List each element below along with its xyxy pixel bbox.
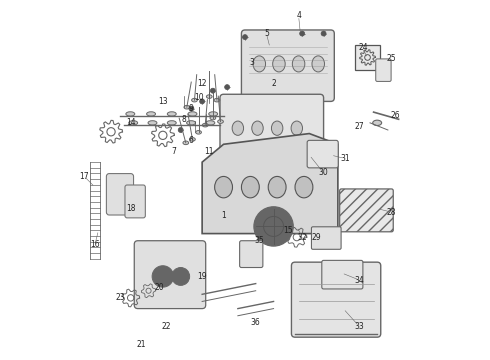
Text: 11: 11 (204, 147, 214, 156)
Ellipse shape (291, 121, 302, 135)
FancyBboxPatch shape (240, 241, 263, 267)
FancyBboxPatch shape (220, 94, 323, 162)
Text: 22: 22 (162, 322, 171, 331)
Circle shape (224, 85, 230, 90)
Text: 32: 32 (297, 233, 307, 242)
FancyBboxPatch shape (292, 262, 381, 337)
Ellipse shape (232, 121, 244, 135)
Text: 28: 28 (387, 208, 396, 217)
Ellipse shape (242, 176, 259, 198)
Ellipse shape (271, 121, 283, 135)
Ellipse shape (272, 56, 285, 72)
Text: 31: 31 (340, 154, 350, 163)
Text: 25: 25 (387, 54, 396, 63)
Ellipse shape (129, 121, 138, 125)
Circle shape (300, 31, 305, 36)
Text: 12: 12 (197, 79, 207, 88)
Ellipse shape (209, 112, 218, 116)
Circle shape (254, 207, 293, 246)
Text: 13: 13 (158, 97, 168, 106)
Circle shape (199, 99, 205, 104)
Polygon shape (202, 134, 338, 234)
Ellipse shape (202, 123, 208, 127)
Ellipse shape (184, 105, 190, 109)
Text: 9: 9 (189, 104, 194, 113)
Text: 6: 6 (189, 136, 194, 145)
Text: 5: 5 (264, 29, 269, 38)
Text: 27: 27 (354, 122, 364, 131)
Text: 3: 3 (250, 58, 255, 67)
Ellipse shape (206, 121, 215, 125)
FancyBboxPatch shape (312, 227, 341, 249)
Ellipse shape (190, 138, 196, 141)
Text: 4: 4 (296, 11, 301, 20)
Text: 30: 30 (318, 168, 328, 177)
FancyBboxPatch shape (355, 45, 380, 70)
FancyBboxPatch shape (376, 59, 391, 81)
Circle shape (210, 88, 215, 93)
Ellipse shape (167, 121, 176, 125)
Circle shape (243, 35, 247, 40)
Circle shape (321, 31, 326, 36)
Ellipse shape (268, 176, 286, 198)
Text: 8: 8 (182, 115, 187, 124)
Ellipse shape (293, 56, 305, 72)
Ellipse shape (215, 176, 232, 198)
Ellipse shape (295, 176, 313, 198)
Text: 1: 1 (221, 211, 226, 220)
Text: 29: 29 (312, 233, 321, 242)
Text: 23: 23 (115, 293, 125, 302)
Ellipse shape (126, 112, 135, 116)
Ellipse shape (192, 98, 197, 102)
Ellipse shape (312, 56, 324, 72)
Text: 19: 19 (197, 272, 207, 281)
FancyBboxPatch shape (307, 140, 338, 168)
FancyBboxPatch shape (125, 185, 146, 218)
Text: 14: 14 (126, 118, 136, 127)
Ellipse shape (183, 141, 189, 145)
Ellipse shape (187, 121, 196, 125)
FancyBboxPatch shape (134, 241, 206, 309)
Ellipse shape (210, 116, 216, 120)
FancyBboxPatch shape (322, 260, 363, 289)
Text: 34: 34 (354, 275, 364, 284)
Text: 35: 35 (254, 236, 264, 245)
FancyBboxPatch shape (242, 30, 334, 102)
Ellipse shape (148, 121, 157, 125)
Text: 36: 36 (251, 318, 261, 327)
Circle shape (189, 106, 194, 111)
FancyBboxPatch shape (340, 189, 393, 232)
Text: 2: 2 (271, 79, 276, 88)
Text: 26: 26 (390, 111, 400, 120)
Ellipse shape (147, 112, 155, 116)
Text: 33: 33 (354, 322, 364, 331)
Text: 17: 17 (79, 172, 89, 181)
Text: 15: 15 (283, 225, 293, 234)
Text: 21: 21 (137, 340, 146, 349)
Ellipse shape (373, 120, 382, 126)
Circle shape (152, 266, 173, 287)
Ellipse shape (206, 95, 212, 98)
Ellipse shape (214, 98, 220, 102)
Text: 10: 10 (194, 93, 203, 102)
Ellipse shape (167, 112, 176, 116)
Text: 24: 24 (358, 43, 368, 52)
Text: 18: 18 (126, 204, 135, 213)
Circle shape (172, 267, 190, 285)
Ellipse shape (196, 131, 201, 134)
Ellipse shape (253, 56, 266, 72)
Ellipse shape (218, 120, 223, 123)
Text: 7: 7 (171, 147, 176, 156)
FancyBboxPatch shape (106, 174, 134, 215)
Circle shape (178, 127, 183, 132)
Ellipse shape (252, 121, 263, 135)
Text: 16: 16 (90, 240, 100, 249)
Ellipse shape (188, 112, 197, 116)
Text: 20: 20 (154, 283, 164, 292)
